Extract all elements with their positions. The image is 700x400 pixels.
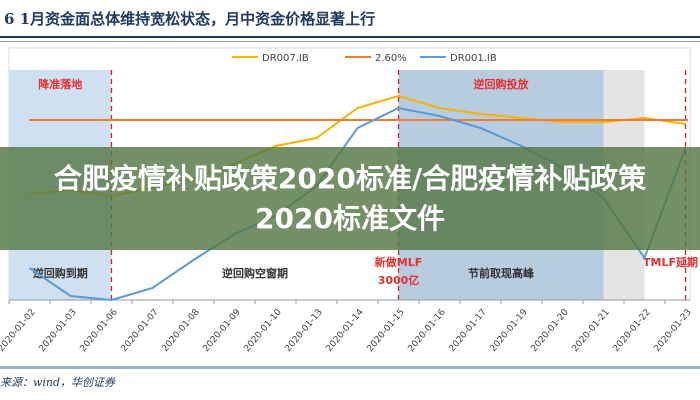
- x-tick-label: 2020-01-20: [530, 307, 571, 354]
- region-top-label: 降准落地: [38, 77, 82, 91]
- legend-label: 2.60%: [375, 53, 407, 64]
- x-tick-label: 2020-01-07: [120, 308, 161, 355]
- region-bottom-label: 逆回购到期: [33, 266, 88, 280]
- figure-title: 6 1月资金面总体维持宽松状态，月中资金价格显著上行: [4, 10, 376, 28]
- title-divider-thin: [0, 41, 700, 42]
- legend-label: DR007.IB: [262, 53, 309, 64]
- region-bottom-label: 逆回购空窗期: [222, 266, 288, 280]
- marker-label: 新做MLF: [375, 255, 422, 269]
- x-tick-label: 2020-01-19: [489, 307, 530, 354]
- x-tick-label: 2020-01-10: [243, 307, 284, 354]
- legend-label: DR001.IB: [450, 53, 497, 64]
- x-tick-label: 2020-01-14: [325, 307, 366, 354]
- x-tick-label: 2020-01-22: [612, 308, 653, 355]
- x-tick-label: 2020-01-08: [161, 307, 202, 354]
- x-tick-label: 2020-01-03: [38, 308, 79, 355]
- x-tick-label: 2020-01-21: [571, 308, 612, 355]
- x-tick-label: 2020-01-15: [366, 308, 407, 355]
- x-tick-label: 2020-01-23: [653, 308, 694, 355]
- overlay-banner: 合肥疫情补贴政策2020标准/合肥疫情补贴政策2020标准文件: [0, 147, 700, 250]
- marker-label: 3000亿: [378, 273, 420, 287]
- x-tick-label: 2020-01-06: [79, 307, 120, 354]
- x-tick-label: 2020-01-13: [284, 308, 325, 355]
- x-tick-label: 2020-01-17: [448, 308, 489, 355]
- x-tick-label: 2020-01-09: [202, 307, 243, 354]
- source-divider: [0, 366, 700, 369]
- marker-label: TMLF延期: [643, 255, 698, 269]
- title-divider: [0, 36, 700, 38]
- region-top-label: 逆回购投放: [474, 77, 530, 91]
- x-tick-label: 2020-01-02: [0, 308, 38, 355]
- source-note: 来源：wind，华创证券: [0, 376, 116, 389]
- x-tick-label: 2020-01-16: [407, 307, 448, 354]
- banner-text: 合肥疫情补贴政策2020标准/合肥疫情补贴政策2020标准文件: [53, 161, 647, 235]
- region-bottom-label: 节前取现高峰: [468, 266, 535, 280]
